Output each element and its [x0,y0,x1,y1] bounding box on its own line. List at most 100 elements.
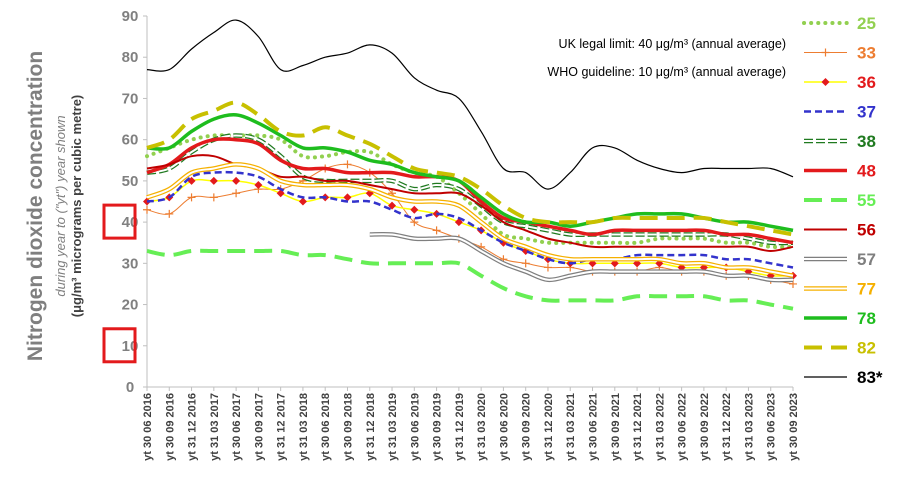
legend-item-56: 56 [804,221,876,240]
series-point [521,259,530,268]
legend-label: 55 [857,191,876,210]
series-48 [146,137,794,245]
legend-label: 33 [857,44,876,63]
series-point [143,205,151,214]
legend-label: 56 [857,221,876,240]
x-tick-label: yt 30 09 2020 [521,393,533,461]
series-point [232,176,241,185]
series-point [821,48,830,57]
x-tick-label: yt 30 09 2022 [699,393,711,461]
y-tick-label: 90 [122,8,139,25]
legend-item-78: 78 [804,309,876,328]
x-tick-label: yt 31 03 2023 [743,393,755,461]
series-point [410,205,419,214]
series-point [821,78,830,86]
legend-label: 37 [857,103,876,122]
series-point [410,218,419,227]
legend-label: 57 [857,250,876,269]
legend-label: 77 [857,280,876,299]
annotation-uk-limit: UK legal limit: 40 μg/m³ (annual average… [559,37,786,51]
legend-item-25: 25 [802,14,876,33]
legend-label: 78 [857,309,876,328]
y-axis-title-unit: (μg/m³ micrograms per cubic metre) [69,95,84,318]
highlight-box-10 [102,327,137,364]
legend-label: 82 [857,339,876,358]
x-tick-label: yt 31 03 2017 [209,393,221,461]
legend-item-48: 48 [804,162,876,181]
series-point [232,189,241,198]
legend-label: 48 [857,162,876,181]
series-point [209,193,218,202]
legend-item-57: 57 [804,250,876,269]
legend-item-83star: 83* [804,368,883,387]
series-78 [146,113,794,233]
x-tick-label: yt 31 12 2021 [632,393,644,461]
x-tick-label: yt 30 09 2018 [342,393,354,461]
legend-label: 83* [857,368,883,387]
x-tick-label: yt 30 06 2022 [677,393,689,461]
series-point [298,197,307,206]
x-tick-label: yt 30 09 2021 [610,393,622,461]
legend-item-36: 36 [804,73,876,92]
x-tick-label: yt 31 12 2016 [187,393,199,461]
y-tick-label: 80 [122,49,139,66]
x-tick-label: yt 30 06 2021 [588,393,600,461]
series-38 [146,133,794,246]
series-82 [146,100,794,237]
x-tick-label: yt 30 09 2016 [164,393,176,461]
legend-item-33: 33 [804,44,876,63]
series-line [146,19,794,190]
x-tick-label: yt 31 03 2021 [565,393,577,461]
y-axis-title-sub: during year to ("yt") year shown [53,115,68,296]
y-tick-label: 30 [122,255,139,272]
series-point [343,160,352,169]
series-point [209,176,218,185]
x-tick-label: yt 30 06 2018 [320,393,332,461]
x-tick-label: yt 31 03 2019 [387,393,399,461]
x-axis: yt 30 06 2016 yt 30 09 2016 yt 31 12 2016 y… [142,386,800,461]
legend-label: 25 [857,14,876,33]
series-line [146,134,794,245]
x-tick-label: yt 31 03 2020 [476,393,488,461]
series-point [343,193,352,202]
legend: 25 33 36 37 38 48 55 56 57 77 78 82 83* [802,14,883,387]
x-tick-label: yt 31 12 2020 [543,393,555,461]
legend-item-38: 38 [804,132,876,151]
x-tick-label: yt 30 09 2019 [432,393,444,461]
x-tick-label: yt 31 12 2018 [365,393,377,461]
x-tick-label: yt 30 06 2020 [498,393,510,461]
y-tick-label: 70 [122,90,139,107]
series-point [432,226,441,235]
series-line [146,100,794,237]
series-line [146,163,794,277]
legend-label: 38 [857,132,876,151]
x-tick-label: yt 30 09 2017 [253,393,265,461]
series-line [369,233,794,282]
series-line [145,133,795,250]
y-tick-label: 0 [126,379,134,396]
x-tick-label: yt 30 09 2023 [788,393,800,461]
y-tick-label: 60 [122,132,139,149]
series-layer [143,19,797,311]
series-25 [145,133,795,250]
highlight-box-40 [102,203,137,240]
series-57 [369,231,794,283]
series-55 [146,248,794,311]
legend-label: 36 [857,73,876,92]
series-line [146,248,794,311]
x-tick-label: yt 30 06 2017 [231,393,243,461]
series-point [187,193,196,202]
legend-item-55: 55 [804,191,876,210]
series-77 [146,162,794,278]
x-tick-label: yt 30 06 2023 [766,393,778,461]
x-tick-label: yt 31 12 2022 [721,393,733,461]
x-tick-label: yt 31 03 2022 [654,393,666,461]
series-line [146,113,794,233]
legend-item-82: 82 [804,339,876,358]
series-83star [146,19,794,190]
x-tick-label: yt 30 06 2019 [409,393,421,461]
y-tick-label: 20 [122,297,139,314]
annotation-who-guideline: WHO guideline: 10 μg/m³ (annual average) [547,65,786,79]
